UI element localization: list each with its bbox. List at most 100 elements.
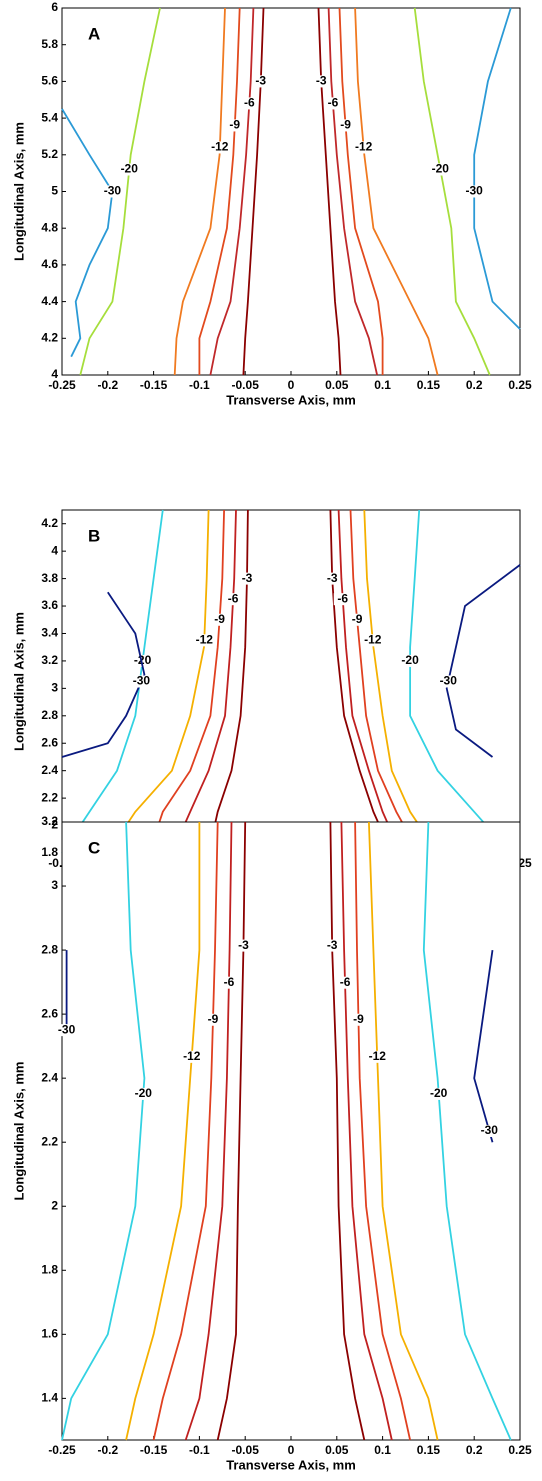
x-tick-label: 0.05 — [325, 1443, 349, 1457]
contour-line — [198, 7, 241, 375]
contour-label-bg — [103, 185, 122, 198]
contour-label: -6 — [337, 591, 348, 605]
y-axis-title: Longitudinal Axis, mm — [11, 1062, 26, 1201]
y-axis-title: Longitudinal Axis, mm — [11, 612, 26, 751]
contour-label: -3 — [238, 938, 249, 952]
x-tick-label: 0.25 — [508, 1443, 532, 1457]
contour-line — [337, 509, 402, 854]
y-tick-label: 4 — [51, 367, 58, 381]
contour-label: -20 — [121, 162, 139, 176]
x-tick-label: 0.15 — [417, 1443, 441, 1457]
x-tick-label: 0 — [288, 378, 295, 392]
y-tick-label: 5 — [51, 184, 58, 198]
plot-area — [61, 7, 521, 376]
contour-label-bg — [429, 1087, 448, 1100]
contour-label-bg — [210, 613, 229, 626]
x-tick-label: 0.2 — [466, 1443, 483, 1457]
x-tick-label: 0.1 — [374, 378, 391, 392]
contour-label-bg — [57, 1024, 76, 1037]
contour-label-bg — [480, 1125, 499, 1137]
y-tick-label: 4 — [51, 543, 58, 557]
contour-label-bg — [240, 97, 259, 110]
y-tick-label: 1.8 — [41, 845, 58, 859]
x-axis-title: Transverse Axis, mm — [226, 1457, 356, 1472]
y-tick-label: 4.4 — [41, 294, 58, 308]
contour-label-bg — [354, 141, 373, 154]
y-tick-label: 5.8 — [41, 37, 58, 51]
y-tick-label: 2.4 — [41, 763, 58, 777]
contour-label: -3 — [327, 938, 338, 952]
x-tick-label: 0.1 — [374, 1443, 391, 1457]
contour-label: -20 — [401, 653, 419, 667]
contour-label-bg — [133, 654, 152, 667]
contour-line — [152, 821, 219, 1441]
contour-label-bg — [363, 634, 382, 647]
y-axis-title: Longitudinal Axis, mm — [11, 122, 26, 261]
x-tick-label: 0 — [288, 1443, 295, 1457]
contour-line — [349, 509, 420, 854]
contour-label: -12 — [355, 140, 373, 154]
y-tick-label: 2 — [51, 1198, 58, 1212]
contour-line — [354, 821, 411, 1441]
y-tick-label: 3.6 — [41, 598, 58, 612]
contour-label-bg — [349, 1013, 368, 1026]
contour-label: -3 — [255, 74, 266, 88]
contour-label: -9 — [214, 612, 225, 626]
contour-label-bg — [132, 675, 151, 688]
y-tick-label: 4.6 — [41, 257, 58, 271]
x-tick-label: -0.1 — [189, 378, 210, 392]
contour-line — [61, 108, 114, 358]
y-tick-label: 2.8 — [41, 708, 58, 722]
contour-label: -6 — [244, 96, 255, 110]
x-tick-label: -0.25 — [48, 1443, 76, 1457]
contour-label-bg — [219, 976, 238, 989]
contour-label-bg — [224, 593, 243, 606]
contour-line — [171, 509, 237, 854]
y-tick-label: 2.2 — [41, 790, 58, 804]
y-tick-label: 2.6 — [41, 735, 58, 749]
contour-label-bg — [234, 939, 253, 952]
x-tick-label: -0.05 — [232, 1443, 260, 1457]
contour-label: -3 — [316, 74, 327, 88]
contour-label-bg — [333, 593, 352, 606]
contour-line — [173, 7, 226, 376]
contour-label-bg — [203, 1013, 222, 1026]
contour-label: -20 — [134, 653, 152, 667]
y-tick-label: 3 — [51, 878, 58, 892]
x-axis-title: Transverse Axis, mm — [226, 392, 356, 407]
contour-label: -6 — [224, 975, 235, 989]
contour-label-bg — [465, 185, 484, 198]
y-tick-label: 5.4 — [41, 110, 58, 124]
contour-label-bg — [368, 1050, 387, 1063]
contour-line — [338, 7, 384, 375]
contour-label: -6 — [328, 96, 339, 110]
contour-label: -12 — [369, 1049, 387, 1063]
x-tick-label: 0.25 — [508, 378, 532, 392]
y-tick-label: 2.8 — [41, 942, 58, 956]
contour-label-bg — [120, 163, 139, 176]
x-tick-label: -0.15 — [140, 1443, 168, 1457]
contour-label: -30 — [466, 184, 484, 198]
contour-label-bg — [323, 97, 342, 110]
x-tick-label: 0.15 — [417, 378, 441, 392]
contour-label: -30 — [104, 184, 122, 198]
contour-label: -30 — [440, 674, 458, 688]
contour-label: -9 — [352, 612, 363, 626]
contour-label: -12 — [183, 1049, 201, 1063]
contour-label-bg — [431, 163, 450, 176]
contour-line — [422, 821, 512, 1441]
contour-label: -30 — [58, 1022, 76, 1036]
contour-label: -20 — [135, 1086, 153, 1100]
panel-label: C — [88, 838, 100, 857]
contour-label-bg — [348, 613, 367, 626]
x-tick-label: 0.05 — [325, 378, 349, 392]
contour-line — [445, 564, 521, 758]
contour-label-bg — [251, 75, 270, 88]
contour-line — [61, 591, 146, 758]
contour-label: -30 — [133, 674, 151, 688]
contour-line — [184, 821, 233, 1441]
contour-label-bg — [210, 141, 229, 154]
contour-label-bg — [182, 1050, 201, 1063]
